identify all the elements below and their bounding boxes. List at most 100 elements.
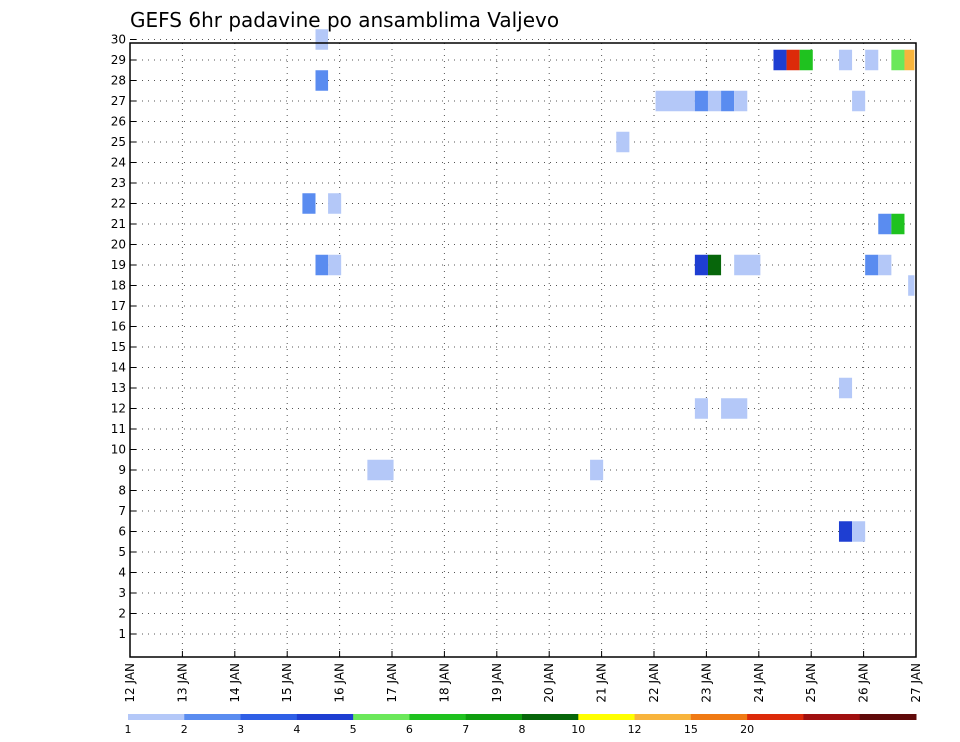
y-tick-label: 9 [118,463,126,477]
colorbar-segment [690,714,748,720]
x-tick-label: 27 JAN [909,663,923,703]
colorbar-segment [184,714,242,720]
y-tick-label: 25 [111,135,126,149]
colorbar-segment [409,714,467,720]
y-tick-label: 30 [111,33,126,47]
y-tick-label: 3 [118,586,126,600]
precip-cell [891,49,905,71]
precip-cell [694,90,708,112]
y-tick-label: 27 [111,94,126,108]
x-tick-label: 21 JAN [595,663,609,703]
y-tick-label: 11 [111,422,126,436]
plot-frame [129,42,917,658]
colorbar-segment [803,714,861,720]
x-tick-label: 23 JAN [699,663,713,703]
precip-cell [865,49,879,71]
x-tick-label: 17 JAN [385,663,399,703]
precip-cell [328,254,342,276]
y-tick-label: 8 [118,484,126,498]
precip-cell [799,49,813,71]
y-axis: 1234567891011121314151617181920212223242… [111,33,136,641]
y-tick-label: 6 [118,525,126,539]
precip-cell [852,521,866,542]
x-tick-label: 25 JAN [804,663,818,703]
colorbar-segment [296,714,354,720]
x-tick-label: 14 JAN [228,663,242,703]
colorbar-label: 6 [406,723,413,736]
precip-cell [878,254,892,276]
x-tick-label: 20 JAN [542,663,556,703]
precip-cell [721,90,735,112]
precip-cell [734,254,761,276]
colorbar-segment [128,714,185,720]
colorbar-label: 3 [237,723,244,736]
x-tick-label: 12 JAN [123,663,137,703]
precip-cell [852,90,866,112]
colorbar-segment [240,714,298,720]
precip-cell [655,90,695,112]
colorbar-label: 10 [571,723,585,736]
colorbar-label: 5 [350,723,357,736]
colorbar-label: 12 [628,723,642,736]
y-tick-label: 2 [118,607,126,621]
colorbar-label: 15 [684,723,698,736]
y-tick-label: 20 [111,238,126,252]
precip-cell [694,398,708,419]
precip-cell [590,459,604,481]
x-axis: 12 JAN 13 JAN 14 JAN 15 JAN 16 JAN 17 JAN 18 J… [123,651,923,703]
precip-cell [328,193,342,214]
precip-cell [904,49,915,71]
chart-title: GEFS 6hr padavine po ansamblima Valjevo [130,8,559,32]
precip-cell [315,29,329,50]
x-tick-label: 13 JAN [175,663,189,703]
y-tick-label: 1 [118,627,126,641]
colorbar-label: 1 [125,723,132,736]
colorbar-segment [859,714,917,720]
precip-cell [891,213,905,235]
precip-cell [838,521,853,542]
y-tick-label: 10 [111,443,126,457]
precip-cell [878,213,892,235]
precip-cell [721,398,748,419]
x-tick-label: 19 JAN [490,663,504,703]
precip-cell [315,70,329,91]
precip-cell [908,275,915,296]
colorbar-segment [353,714,410,720]
colorbar-segment [522,714,579,720]
y-tick-label: 28 [111,74,126,88]
colorbar-label: 7 [462,723,469,736]
colorbar-label: 4 [293,723,300,736]
grid-lines [129,39,917,657]
y-tick-label: 23 [111,176,126,190]
colorbar-segment [747,714,804,720]
y-tick-label: 24 [111,156,126,170]
precip-cell [616,131,630,153]
colorbar-label: 8 [519,723,526,736]
precip-cell [786,49,800,71]
y-tick-label: 7 [118,504,126,518]
y-tick-label: 22 [111,197,126,211]
y-tick-label: 17 [111,299,126,313]
precip-cell [773,49,787,71]
y-tick-label: 5 [118,545,126,559]
precip-cell [707,90,722,112]
precip-cells [302,29,915,542]
colorbar-label: 20 [740,723,754,736]
colorbar-label: 2 [181,723,188,736]
x-tick-label: 24 JAN [752,663,766,703]
y-tick-label: 16 [111,320,126,334]
y-tick-label: 12 [111,402,126,416]
colorbar-segment [578,714,636,720]
precip-cell [694,254,708,276]
precip-cell [302,193,316,214]
precip-cell [838,49,853,71]
y-tick-label: 4 [118,566,126,580]
y-tick-label: 19 [111,258,126,272]
x-tick-label: 16 JAN [333,663,347,703]
y-tick-label: 26 [111,115,126,129]
colorbar-segment [465,714,523,720]
y-tick-label: 15 [111,340,126,354]
precip-cell [707,254,722,276]
precip-cell [838,377,853,399]
x-tick-label: 22 JAN [647,663,661,703]
